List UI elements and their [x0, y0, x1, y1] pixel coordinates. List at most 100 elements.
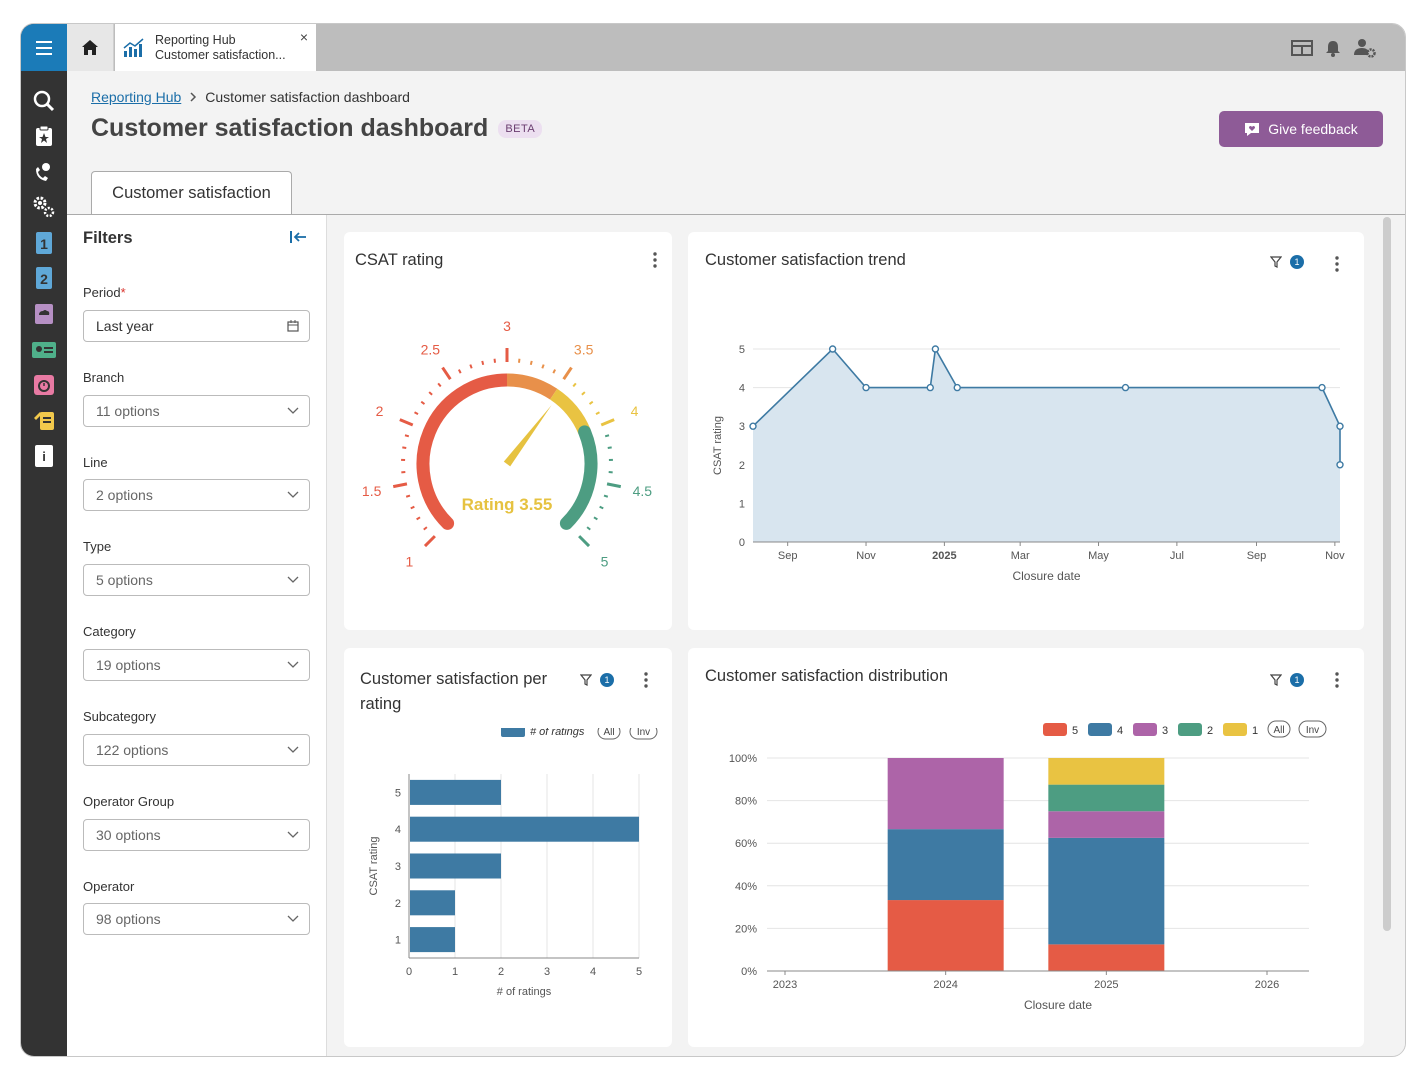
trend-point [931, 345, 940, 353]
close-tab-icon[interactable]: × [299, 29, 308, 45]
x-axis-title: # of ratings [497, 986, 552, 998]
period-field[interactable]: Last year [83, 310, 310, 342]
layout-icon[interactable] [1291, 40, 1313, 56]
breadcrumb-link-reporting-hub[interactable]: Reporting Hub [91, 89, 182, 105]
tab-customer-satisfaction[interactable]: Customer satisfaction [91, 171, 292, 215]
panel-menu-icon[interactable] [644, 672, 648, 688]
line-value: 2 options [96, 487, 153, 503]
tab-subtitle: Customer satisfaction... [155, 47, 286, 62]
gauge-tick [416, 516, 421, 521]
x-tick-label: 3 [544, 966, 550, 978]
x-tick-label: 2023 [773, 979, 797, 991]
gauge-tick [581, 391, 586, 396]
tab-reporting-hub[interactable]: Reporting Hub Customer satisfaction... × [115, 24, 316, 71]
x-tick-label: Sep [778, 550, 798, 562]
panel-menu-icon[interactable] [1335, 672, 1339, 688]
panel-menu-icon[interactable] [653, 252, 657, 268]
filters-panel: Filters Period* Last year Branch 11 opti… [67, 215, 327, 1056]
period-value: Last year [96, 318, 154, 334]
y-tick-label: 40% [735, 881, 757, 893]
svg-text:1: 1 [40, 236, 48, 252]
operator-group-select[interactable]: 30 options [83, 819, 310, 851]
gauge-tick [586, 526, 591, 531]
distribution-panel-title: Customer satisfaction distribution [705, 667, 949, 685]
search-icon[interactable] [21, 83, 67, 119]
svg-text:i: i [42, 449, 46, 464]
branch-label: Branch [83, 370, 125, 385]
trend-panel-title: Customer satisfaction trend [705, 251, 906, 269]
y-axis-title: CSAT rating [712, 416, 724, 475]
gauge-tick [414, 411, 419, 416]
x-tick-label: 2024 [933, 979, 957, 991]
distribution-filter-indicator[interactable]: 1 [1270, 673, 1304, 687]
changes-icon[interactable] [21, 403, 67, 439]
per-rating-filter-indicator[interactable]: 1 [580, 673, 614, 687]
category-select[interactable]: 19 options [83, 649, 310, 681]
operator-select[interactable]: 98 options [83, 903, 310, 935]
trend-filter-indicator[interactable]: 1 [1270, 255, 1304, 269]
operator-label: Operator [83, 879, 135, 894]
category-label: Category [83, 624, 136, 639]
second-line-icon[interactable]: 2 [21, 261, 67, 297]
stacked-bar-segment [1048, 758, 1165, 785]
home-icon[interactable] [67, 24, 114, 71]
subcategory-select[interactable]: 122 options [83, 734, 310, 766]
stacked-bar-segment [887, 758, 1004, 830]
legend-button [1298, 720, 1327, 738]
y-tick-label: 3 [739, 421, 745, 433]
gauge-band [506, 373, 558, 400]
type-select[interactable]: 5 options [83, 564, 310, 596]
chevron-down-icon [287, 407, 299, 414]
branch-select[interactable]: 11 options [83, 395, 310, 427]
knowledge-cloud-icon[interactable] [21, 296, 67, 332]
page-title: Customer satisfaction dashboard [91, 114, 489, 142]
tab-title: Reporting Hub [155, 32, 236, 47]
gauge-tick [578, 535, 591, 548]
gauge-tick [599, 505, 604, 510]
gauge-tick-label: 4.5 [633, 483, 653, 499]
y-tick-label: 4 [395, 824, 401, 836]
notifications-bell-icon[interactable] [1325, 40, 1341, 57]
gauge-tick-label: 2.5 [421, 341, 441, 357]
chevron-right-icon [190, 92, 197, 102]
menu-icon[interactable] [21, 24, 67, 71]
user-settings-icon[interactable] [1353, 38, 1377, 58]
gauge-tick-label: 5 [601, 554, 609, 570]
y-tick-label: 3 [395, 861, 401, 873]
legend-label: 5 [1072, 725, 1078, 737]
satisfaction-per-rating-panel: Customer satisfaction per rating 1 # of … [344, 648, 672, 1047]
type-value: 5 options [96, 572, 153, 588]
y-tick-label: 2 [739, 460, 745, 472]
x-tick-label: 2 [498, 966, 504, 978]
support-call-icon[interactable] [21, 154, 67, 190]
starred-tasks-icon[interactable] [21, 119, 67, 155]
panel-menu-icon[interactable] [1335, 256, 1339, 272]
trend-area [753, 349, 1340, 542]
bar [410, 779, 501, 805]
gauge-tick [603, 494, 609, 498]
chevron-down-icon [287, 491, 299, 498]
trend-point [749, 422, 757, 430]
gauge-tick [441, 366, 452, 381]
x-tick-label: 2026 [1255, 979, 1279, 991]
settings-gears-icon[interactable] [21, 190, 67, 226]
line-select[interactable]: 2 options [83, 479, 310, 511]
gauge-tick [399, 418, 414, 427]
give-feedback-button[interactable]: Give feedback [1219, 111, 1383, 147]
x-tick-label: Jul [1170, 550, 1184, 562]
timer-icon[interactable] [21, 367, 67, 403]
gauge-tick [562, 366, 573, 381]
first-line-icon[interactable]: 1 [21, 225, 67, 261]
stacked-bar-segment [887, 829, 1004, 901]
info-icon[interactable]: i [21, 438, 67, 474]
bar [410, 890, 455, 916]
contact-card-icon[interactable] [21, 332, 67, 368]
scrollbar[interactable] [1383, 217, 1391, 931]
gauge-tick-label: 1.5 [362, 483, 382, 499]
gauge-tick [405, 494, 411, 498]
calendar-icon[interactable] [287, 320, 299, 332]
gauge-tick [541, 364, 545, 369]
x-tick-label: 1 [452, 966, 458, 978]
x-axis-title: Closure date [1024, 998, 1092, 1012]
collapse-filters-icon[interactable] [289, 229, 307, 245]
